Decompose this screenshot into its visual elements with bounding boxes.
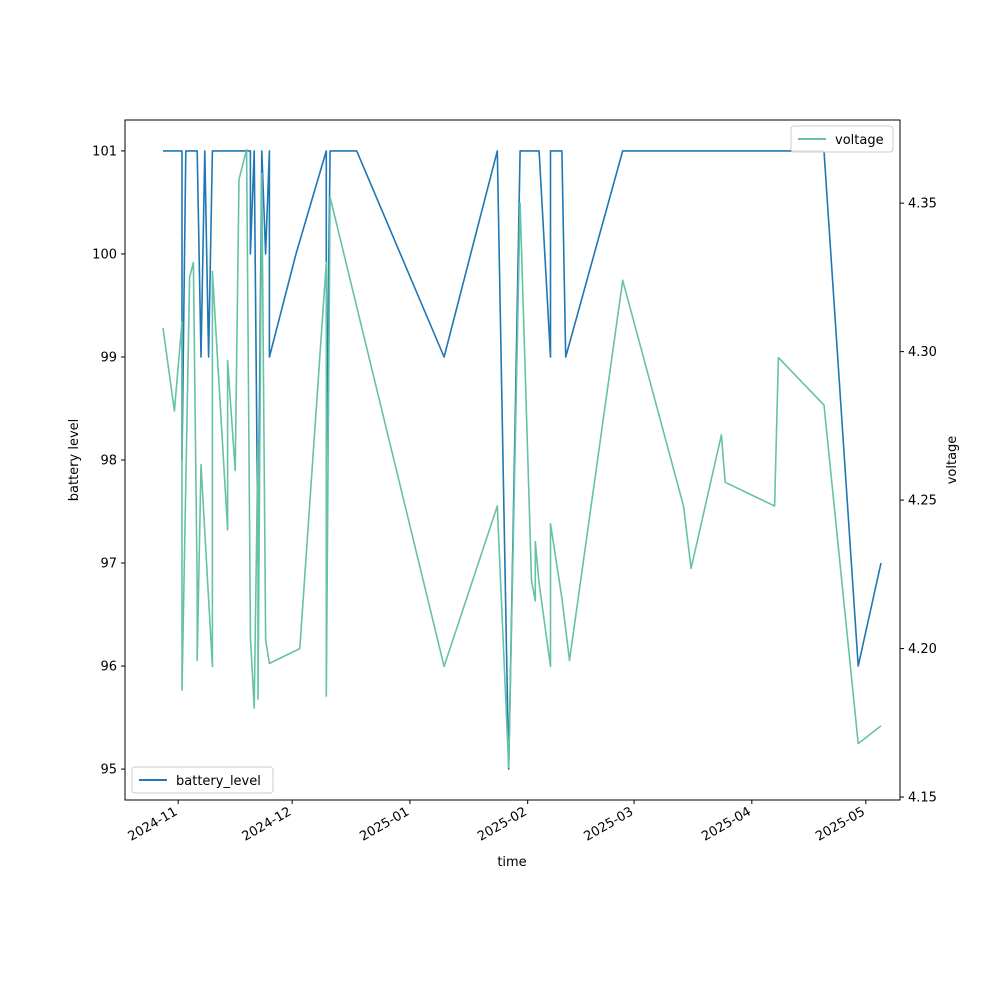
- series-line-voltage: [162, 148, 882, 769]
- x-tick-label: 2025-02: [475, 804, 530, 844]
- x-tick-label: 2025-03: [582, 804, 637, 844]
- left-y-axis-label: battery level: [67, 419, 82, 502]
- right-y-tick-label: 4.30: [908, 345, 937, 360]
- x-tick-label: 2024-11: [126, 804, 181, 844]
- left-y-tick-label: 99: [100, 350, 117, 365]
- right-y-tick-label: 4.15: [908, 791, 937, 806]
- x-tick-label: 2024-12: [240, 804, 295, 844]
- x-tick-label: 2025-05: [813, 804, 868, 844]
- left-y-tick-label: 98: [100, 454, 117, 469]
- left-y-tick-label: 97: [100, 557, 117, 572]
- right-y-tick-label: 4.20: [908, 642, 937, 657]
- left-y-tick-label: 101: [92, 144, 117, 159]
- legend-battery-level: battery_level: [131, 766, 274, 794]
- x-tick-label: 2025-04: [699, 804, 754, 844]
- legend-label-battery-level: battery_level: [176, 774, 261, 789]
- x-tick-label: 2025-01: [357, 804, 412, 844]
- plot-frame: [124, 119, 901, 801]
- left-y-tick-label: 96: [100, 660, 117, 675]
- left-y-tick-label: 100: [92, 247, 117, 262]
- right-y-tick-label: 4.25: [908, 494, 937, 509]
- legend-label-voltage: voltage: [835, 133, 884, 148]
- right-y-tick-label: 4.35: [908, 197, 937, 212]
- series-line-battery-level: [163, 150, 882, 770]
- right-y-axis-label: voltage: [945, 436, 960, 485]
- x-axis-label: time: [497, 855, 526, 870]
- series-layer: [162, 148, 882, 770]
- legend-voltage: voltage: [790, 125, 894, 153]
- left-y-tick-label: 95: [100, 763, 117, 778]
